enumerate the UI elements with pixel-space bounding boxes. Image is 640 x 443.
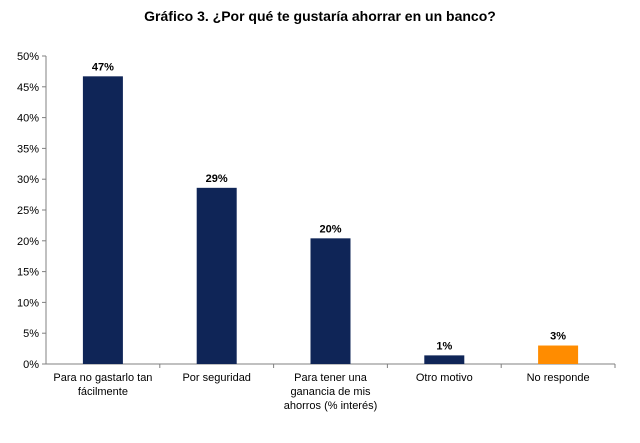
x-category-label-line: Para tener una: [294, 372, 368, 384]
y-tick-label: 20%: [17, 236, 39, 248]
x-category-label-line: Por seguridad: [182, 372, 251, 384]
data-label: 3%: [550, 331, 566, 343]
y-tick-label: 5%: [23, 328, 39, 340]
bar: [82, 76, 123, 364]
x-category-label-line: No responde: [527, 372, 590, 384]
x-category-label-line: ahorros (% interés): [284, 400, 378, 412]
x-category-label-line: ganancia de mis: [290, 386, 371, 398]
y-tick-label: 0%: [23, 359, 39, 371]
y-tick-label: 40%: [17, 113, 39, 125]
data-label: 1%: [436, 340, 452, 352]
x-category-label: No responde: [527, 372, 590, 384]
bar: [538, 345, 579, 364]
y-tick-label: 15%: [17, 267, 39, 279]
x-category-label: Para no gastarlo tan fácilmente: [53, 372, 152, 398]
y-tick-label: 25%: [17, 205, 39, 217]
y-tick-label: 30%: [17, 174, 39, 186]
data-label: 47%: [92, 61, 114, 73]
x-category-label: Para tener una ganancia de mis ahorros (% …: [284, 372, 378, 412]
chart-title: Gráfico 3. ¿Por qué te gustaría ahorrar …: [144, 8, 496, 24]
x-category-label: Otro motivo: [416, 372, 473, 384]
data-label: 29%: [206, 173, 228, 185]
bar: [424, 355, 465, 364]
bar: [196, 187, 237, 364]
y-tick-label: 50%: [17, 51, 39, 63]
x-category-label-line: Otro motivo: [416, 372, 473, 384]
y-tick-label: 10%: [17, 297, 39, 309]
data-label: 20%: [319, 223, 341, 235]
y-tick-label: 45%: [17, 82, 39, 94]
bar: [310, 238, 351, 364]
x-category-label: Por seguridad: [182, 372, 251, 384]
x-category-label-line: fácilmente: [78, 386, 128, 398]
y-tick-label: 35%: [17, 143, 39, 155]
x-category-label-line: Para no gastarlo tan: [53, 372, 152, 384]
